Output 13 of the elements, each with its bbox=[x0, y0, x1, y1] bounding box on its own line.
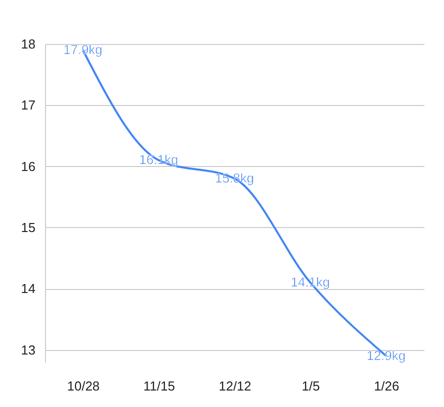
x-tick-label: 11/15 bbox=[143, 378, 175, 394]
x-tick-label: 10/28 bbox=[67, 378, 100, 394]
x-tick-label: 12/12 bbox=[218, 378, 252, 394]
y-tick-label: 16 bbox=[21, 158, 36, 174]
y-tick-label: 14 bbox=[21, 281, 36, 296]
y-tick-label: 18 bbox=[21, 36, 36, 52]
data-label: 17.9kg bbox=[63, 42, 102, 58]
y-tick-label: 15 bbox=[21, 220, 36, 235]
y-tick-label: 17 bbox=[21, 98, 36, 113]
y-tick-label: 13 bbox=[21, 342, 36, 358]
data-label: 12.9kg bbox=[366, 348, 406, 363]
x-tick-label: 1/5 bbox=[302, 378, 320, 394]
x-tick-label: 1/26 bbox=[374, 378, 400, 394]
